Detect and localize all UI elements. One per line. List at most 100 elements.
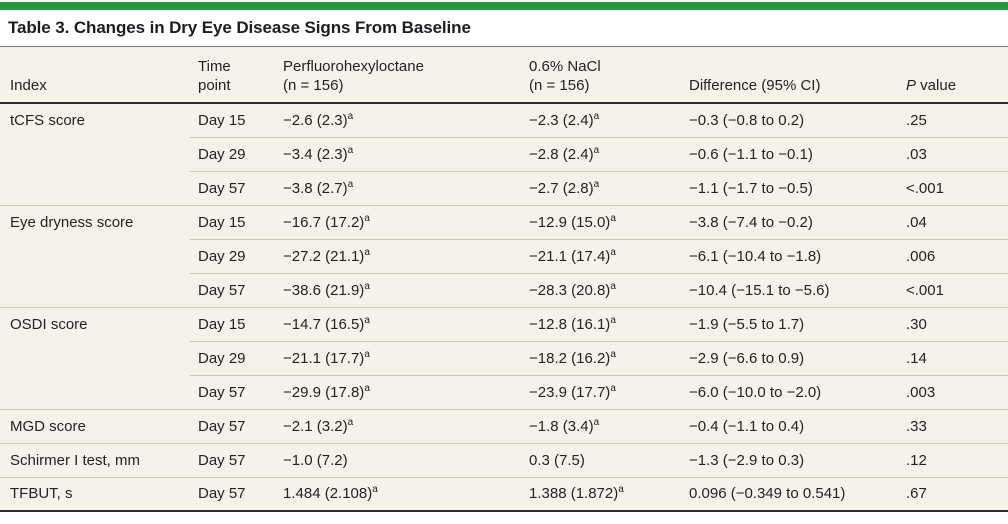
index-cell	[0, 273, 190, 307]
difference-cell: −6.0 (−10.0 to −2.0)	[679, 374, 896, 409]
index-cell	[0, 375, 190, 409]
pfho-value-cell: −1.0 (7.2)	[273, 442, 519, 477]
table-row: Day 29 −3.4 (2.3)a −2.8 (2.4)a −0.6 (−1.1 t…	[0, 136, 1008, 171]
pfho-value-cell: −14.7 (16.5)a	[273, 306, 519, 341]
pfho-value-cell: −3.8 (2.7)a	[273, 170, 519, 205]
timepoint-cell: Day 29	[190, 136, 273, 171]
index-cell: tCFS score	[10, 112, 86, 129]
footnote-marker: a	[364, 212, 370, 224]
nacl-value-cell: 0.3 (7.5)	[519, 442, 679, 477]
pfho-value-cell-text: −1.0 (7.2)	[283, 451, 348, 469]
p-value-cell: .12	[896, 442, 1008, 477]
footnote-marker: a	[372, 484, 378, 496]
footnote-marker: a	[347, 110, 354, 122]
p-value-cell: .04	[896, 204, 1008, 239]
table-row: Day 57 −3.8 (2.7)a −2.7 (2.8)a −1.1 (−1.7 t…	[0, 170, 1008, 205]
pfho-value-cell-text: −21.1 (17.7)	[283, 349, 365, 367]
col-header-nacl-line2: (n = 156)	[529, 77, 590, 94]
index-cell: MGD score	[0, 408, 190, 443]
nacl-value-cell-text: −2.3 (2.4)	[529, 111, 594, 129]
timepoint-cell: Day 15	[198, 111, 246, 129]
col-header-nacl: 0.6% NaCl (n = 156)	[519, 47, 679, 104]
p-value-cell: .006	[896, 238, 1008, 273]
footnote-marker: a	[610, 314, 616, 326]
nacl-value-cell-text: −1.8 (3.4)	[529, 417, 594, 435]
col-header-index: Index	[0, 47, 190, 104]
footnote-marker: a	[347, 178, 354, 190]
pfho-value-cell-text: −29.9 (17.8)	[283, 383, 365, 401]
table-row: tCFS score Day 15 −2.6 (2.3)a −2.3 (2.4)a −0…	[0, 103, 1008, 137]
nacl-value-cell-text: −12.9 (15.0)	[529, 213, 611, 231]
p-value-cell: .03	[896, 136, 1008, 171]
nacl-value-cell-text: 1.388 (1.872)	[529, 485, 619, 503]
table-row: Day 29 −21.1 (17.7)a −18.2 (16.2)a −2.9 (−6…	[0, 340, 1008, 375]
nacl-value-cell: 1.388 (1.872)a	[519, 476, 679, 512]
col-header-p-value: P value	[896, 47, 1008, 104]
nacl-value-cell: −2.7 (2.8)a	[519, 170, 679, 205]
footnote-marker: a	[364, 246, 370, 258]
nacl-value-cell: −2.3 (2.4)a	[519, 103, 679, 137]
pfho-value-cell-text: −3.8 (2.7)	[283, 179, 348, 197]
pfho-value-cell-text: −27.2 (21.1)	[283, 247, 365, 265]
footnote-marker: a	[593, 416, 600, 428]
nacl-value-cell-text: 0.3 (7.5)	[529, 451, 585, 469]
table-row: OSDI score Day 15 −14.7 (16.5)a −12.8 (16.1…	[0, 306, 1008, 341]
pfho-value-cell: −21.1 (17.7)a	[273, 340, 519, 375]
timepoint-cell: Day 29	[190, 340, 273, 375]
footnote-marker: a	[610, 348, 616, 360]
index-cell: OSDI score	[0, 306, 190, 341]
col-header-nacl-line1: 0.6% NaCl	[529, 58, 601, 75]
difference-cell: −1.9 (−5.5 to 1.7)	[679, 306, 896, 341]
footnote-marker: a	[610, 212, 616, 224]
timepoint-cell: Day 57	[190, 476, 273, 512]
pfho-value-cell-text: −38.6 (21.9)	[283, 281, 365, 299]
nacl-value-cell-text: −2.7 (2.8)	[529, 179, 594, 197]
footnote-marker: a	[347, 144, 354, 156]
p-rest: value	[916, 77, 957, 94]
footnote-marker: a	[610, 246, 616, 258]
difference-cell: −2.9 (−6.6 to 0.9)	[679, 340, 896, 375]
table-row: Schirmer I test, mm Day 57 −1.0 (7.2) 0.3 (…	[0, 442, 1008, 477]
index-cell	[0, 137, 190, 171]
pfho-value-cell: −2.1 (3.2)a	[273, 408, 519, 443]
nacl-value-cell-text: −28.3 (20.8)	[529, 281, 611, 299]
index-cell	[0, 341, 190, 375]
nacl-value-cell: −23.9 (17.7)a	[519, 374, 679, 409]
difference-cell: −0.4 (−1.1 to 0.4)	[679, 408, 896, 443]
index-cell	[0, 171, 190, 205]
difference-cell: −1.3 (−2.9 to 0.3)	[679, 442, 896, 477]
p-value-cell: .30	[896, 306, 1008, 341]
p-value-cell: .67	[896, 476, 1008, 512]
col-header-p-value-label: P value	[906, 76, 1002, 95]
timepoint-cell: Day 57	[190, 442, 273, 477]
table-row: Day 57 −29.9 (17.8)a −23.9 (17.7)a −6.0 (−1…	[0, 374, 1008, 409]
pfho-value-cell: −29.9 (17.8)a	[273, 374, 519, 409]
table-row: Eye dryness score Day 15 −16.7 (17.2)a −12.…	[0, 204, 1008, 239]
difference-cell: −1.1 (−1.7 to −0.5)	[679, 170, 896, 205]
footnote-marker: a	[364, 382, 370, 394]
index-cell	[0, 239, 190, 273]
footnote-marker: a	[618, 484, 624, 496]
nacl-value-cell: −18.2 (16.2)a	[519, 340, 679, 375]
nacl-value-cell: −28.3 (20.8)a	[519, 272, 679, 307]
pfho-value-cell: −2.6 (2.3)a	[273, 103, 519, 137]
dry-eye-signs-table: Index Time point Perfluorohexyloctane (n…	[0, 47, 1008, 512]
p-value-cell: .33	[896, 408, 1008, 443]
index-cell: Schirmer I test, mm	[0, 442, 190, 477]
col-header-pfho-line2: (n = 156)	[283, 77, 344, 94]
timepoint-cell: Day 57	[190, 272, 273, 307]
difference-cell: −0.6 (−1.1 to −0.1)	[679, 136, 896, 171]
table-row: MGD score Day 57 −2.1 (3.2)a −1.8 (3.4)a −0.…	[0, 408, 1008, 443]
table-title: Table 3. Changes in Dry Eye Disease Sign…	[8, 18, 471, 37]
timepoint-cell: Day 15	[190, 204, 273, 239]
timepoint-cell: Day 57	[190, 374, 273, 409]
table-body: tCFS score Day 15 −2.6 (2.3)a −2.3 (2.4)a −0…	[0, 103, 1008, 512]
col-header-time-point: Time point	[190, 47, 273, 104]
col-header-time-line1: Time	[198, 58, 231, 75]
nacl-value-cell-text: −2.8 (2.4)	[529, 145, 594, 163]
nacl-value-cell: −2.8 (2.4)a	[519, 136, 679, 171]
footnote-marker: a	[610, 382, 616, 394]
footnote-marker: a	[593, 178, 600, 190]
pfho-value-cell-text: −3.4 (2.3)	[283, 145, 348, 163]
header-row: Index Time point Perfluorohexyloctane (n…	[0, 47, 1008, 104]
